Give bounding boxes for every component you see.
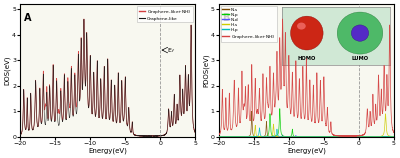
Y-axis label: DOS(eV): DOS(eV) [4,56,11,85]
X-axis label: Energy(eV): Energy(eV) [287,147,326,154]
Y-axis label: PDOS(eV): PDOS(eV) [203,54,209,87]
Legend: N-s, N-p, N-d, H-s, H-p, Graphene-like+NH$_3$: N-s, N-p, N-d, H-s, H-p, Graphene-like+N… [221,6,277,42]
Legend: Graphene-like+NH$_3$, Graphene-like: Graphene-like+NH$_3$, Graphene-like [137,6,193,22]
Text: E$_f$: E$_f$ [167,46,175,55]
X-axis label: Energy(eV): Energy(eV) [88,147,127,154]
Text: B: B [222,13,230,23]
Text: A: A [24,13,31,23]
Text: E$_f$: E$_f$ [366,46,374,55]
